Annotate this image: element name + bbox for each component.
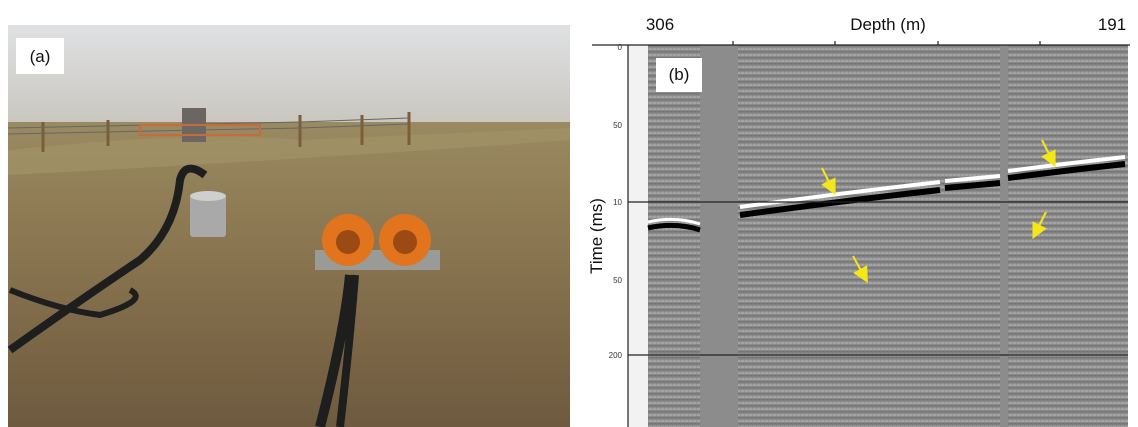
depth-left: 306: [646, 15, 674, 34]
y-tick-label: 10: [613, 198, 622, 207]
arrows: [821, 139, 1056, 284]
panel-label: (a): [30, 47, 51, 66]
axis-title: Depth (m): [850, 15, 926, 34]
y-axis-label: Time (ms): [587, 198, 606, 274]
panel-label: (b): [669, 65, 690, 84]
y-tick-label: 50: [613, 121, 622, 130]
label-box: [656, 58, 702, 92]
seismic-section: [628, 45, 1128, 427]
photo: [7, 25, 570, 427]
axis-lines: [592, 41, 1130, 427]
y-tick-label: 50: [613, 276, 622, 285]
y-tick-label: 0: [618, 43, 623, 52]
y-tick-label: 200: [609, 351, 623, 360]
depth-right: 191: [1098, 15, 1126, 34]
label-box: [16, 38, 64, 74]
